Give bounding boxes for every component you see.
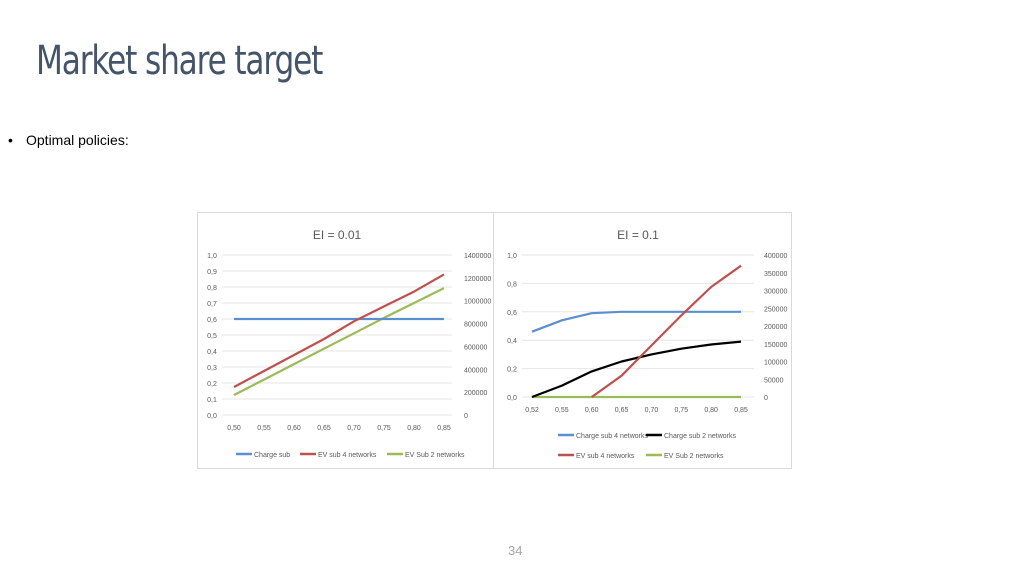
x-tick-label: 0,75 (377, 425, 391, 432)
series-line-charge-sub-4-networks (531, 310, 741, 333)
y-right-tick-label: 200000 (464, 390, 487, 397)
slide-title: Market share target (36, 38, 323, 84)
y-right-tick-label: 400000 (464, 367, 487, 374)
y-left-tick-label: 0,9 (207, 269, 217, 276)
y-right-tick-label: 0 (764, 395, 768, 402)
y-left-tick-label: 1,0 (207, 253, 217, 260)
y-left-tick-label: 0,1 (207, 397, 217, 404)
page-number: 34 (508, 543, 523, 558)
y-right-tick-label: 0 (464, 413, 468, 420)
legend-label-charge-sub-2-networks: Charge sub 2 networks (664, 433, 736, 440)
chart-panel-ei-001: EI = 0.01 0,0 0,1 0,2 0,3 0,4 0,5 0,6 0,7 0,8 0,9 1… (197, 212, 494, 469)
y-left-tick-label: 0,2 (507, 367, 517, 374)
x-tick-label: 0,55 (257, 425, 271, 432)
legend-label-ev-sub-4-networks: EV sub 4 networks (318, 452, 377, 459)
x-tick-label: 0,65 (615, 407, 629, 414)
y-right-tick-label: 350000 (764, 271, 787, 278)
y-right-tick-label: 600000 (464, 344, 487, 351)
y-right-tick-label: 1000000 (464, 299, 491, 306)
y-left-tick-label: 0,6 (507, 310, 517, 317)
chart-title: EI = 0.01 (313, 228, 362, 242)
y-left-tick-label: 0,6 (207, 317, 217, 324)
bullet-text: Optimal policies: (26, 132, 129, 148)
x-tick-label: 0,80 (704, 407, 718, 414)
x-tick-label: 0,60 (287, 425, 301, 432)
chart-ei-01: EI = 0.1 0,0 0,2 0,4 0,6 0,8 1,0 0 50000 100000 15… (507, 228, 787, 460)
y-left-tick-label: 1,0 (507, 253, 517, 260)
y-left-tick-label: 0,7 (207, 301, 217, 308)
x-tick-label: 0,75 (674, 407, 688, 414)
x-tick-label: 0,50 (227, 425, 241, 432)
chart-panel-ei-01: EI = 0.1 0,0 0,2 0,4 0,6 0,8 1,0 0 50000 100000 15… (494, 212, 792, 469)
x-tick-label: 0,70 (645, 407, 659, 414)
series-line-charge-sub-2-networks (531, 340, 742, 399)
y-right-tick-label: 250000 (764, 306, 787, 313)
bullet-item: • Optimal policies: (8, 132, 129, 148)
y-left-tick-label: 0,0 (207, 413, 217, 420)
y-left-tick-label: 0,3 (207, 365, 217, 372)
y-right-tick-label: 100000 (764, 360, 787, 367)
legend-label-charge-sub: Charge sub (254, 452, 290, 459)
y-right-tick-label: 50000 (764, 377, 784, 384)
y-left-tick-label: 0,2 (207, 381, 217, 388)
y-left-tick-label: 0,4 (207, 349, 217, 356)
series-line-ev-sub-2-networks (233, 287, 445, 396)
y-right-tick-label: 1200000 (464, 276, 491, 283)
y-left-tick-label: 0,5 (207, 333, 217, 340)
chart-title: EI = 0.1 (617, 228, 659, 242)
y-right-tick-label: 150000 (764, 342, 787, 349)
x-tick-label: 0,52 (525, 407, 539, 414)
y-right-tick-label: 200000 (764, 324, 787, 331)
x-tick-label: 0,85 (437, 425, 451, 432)
legend-label-ev-sub-2-networks: EV Sub 2 networks (664, 453, 724, 460)
x-tick-label: 0,85 (734, 407, 748, 414)
y-left-tick-label: 0,8 (207, 285, 217, 292)
x-tick-label: 0,60 (585, 407, 599, 414)
legend-label-ev-sub-2-networks: EV Sub 2 networks (405, 452, 465, 459)
y-right-tick-label: 1400000 (464, 253, 491, 260)
bullet-dot-icon: • (8, 132, 13, 148)
x-tick-label: 0,80 (407, 425, 421, 432)
series-line-ev-sub-4-networks (591, 264, 742, 398)
y-left-tick-label: 0,4 (507, 338, 517, 345)
x-tick-label: 0,55 (555, 407, 569, 414)
legend-label-charge-sub-4-networks: Charge sub 4 networks (576, 433, 648, 440)
y-left-tick-label: 0,8 (507, 281, 517, 288)
y-right-tick-label: 800000 (464, 322, 487, 329)
series-line-ev-sub-4-networks (233, 273, 445, 388)
legend-label-ev-sub-4-networks: EV sub 4 networks (576, 453, 635, 460)
x-tick-label: 0,70 (347, 425, 361, 432)
x-tick-label: 0,65 (317, 425, 331, 432)
chart-ei-001: EI = 0.01 0,0 0,1 0,2 0,3 0,4 0,5 0,6 0,7 0,8 0,9 1… (207, 228, 491, 459)
y-left-tick-label: 0,0 (507, 395, 517, 402)
y-right-tick-label: 400000 (764, 253, 787, 260)
y-right-tick-label: 300000 (764, 289, 787, 296)
